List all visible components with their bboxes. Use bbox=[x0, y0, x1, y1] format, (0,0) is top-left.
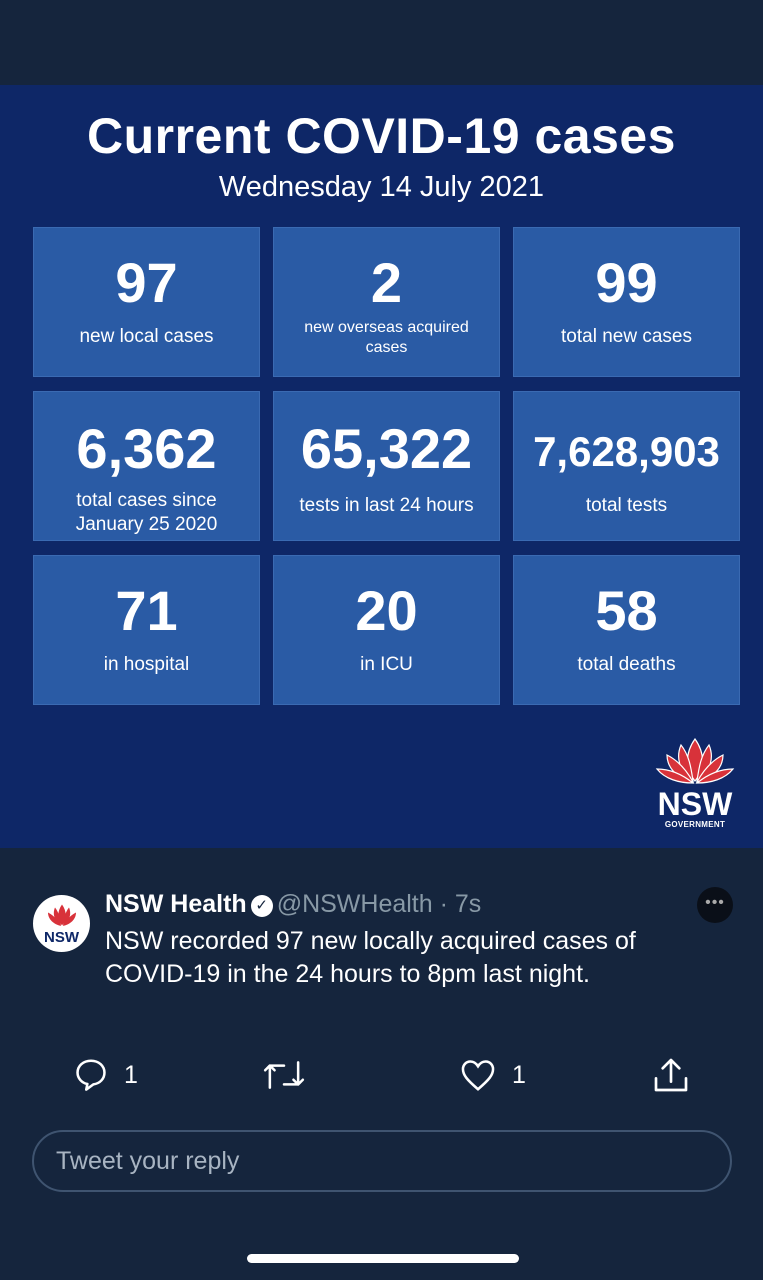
share-button[interactable] bbox=[651, 1055, 691, 1095]
nsw-government-logo: NSW GOVERNMENT bbox=[650, 735, 740, 829]
logo-subtext: GOVERNMENT bbox=[664, 820, 726, 829]
stat-value: 71 bbox=[115, 579, 178, 642]
stat-tile: 2 new overseas acquired cases bbox=[273, 227, 500, 377]
author-name[interactable]: NSW Health bbox=[105, 890, 247, 918]
avatar[interactable]: NSW bbox=[33, 895, 90, 952]
more-options-icon[interactable]: ••• bbox=[697, 887, 733, 923]
waratah-icon bbox=[48, 904, 76, 926]
stat-value: 7,628,903 bbox=[533, 428, 720, 475]
stat-tile: 7,628,903 total tests bbox=[513, 391, 740, 541]
stat-label: new overseas acquired cases bbox=[304, 319, 469, 356]
stat-label: in hospital bbox=[103, 654, 190, 675]
share-icon bbox=[654, 1058, 688, 1092]
media-title: Current COVID-19 cases bbox=[86, 108, 676, 164]
avatar-text: NSW bbox=[44, 929, 79, 946]
stat-tile: 6,362 total cases since January 25 2020 bbox=[33, 391, 260, 541]
retweet-button[interactable] bbox=[262, 1055, 306, 1095]
comment-icon bbox=[76, 1059, 106, 1091]
stat-tile: 99 total new cases bbox=[513, 227, 740, 377]
tweet-media-image[interactable]: Current COVID-19 cases Wednesday 14 July… bbox=[0, 85, 763, 848]
stat-tile: 58 total deaths bbox=[513, 555, 740, 705]
stat-tile: 71 in hospital bbox=[33, 555, 260, 705]
heart-icon bbox=[461, 1060, 495, 1091]
verified-icon: ✓ bbox=[250, 895, 273, 917]
stat-tile: 65,322 tests in last 24 hours bbox=[273, 391, 500, 541]
tweet-text: NSW recorded 97 new locally acquired cas… bbox=[105, 927, 636, 988]
stat-label: tests in last 24 hours bbox=[299, 495, 474, 516]
stat-value: 65,322 bbox=[300, 417, 473, 480]
logo-text: NSW bbox=[657, 786, 733, 822]
tweet-time: · 7s bbox=[439, 890, 482, 918]
home-indicator[interactable] bbox=[247, 1254, 519, 1263]
stat-label: total tests bbox=[585, 495, 668, 516]
author-handle[interactable]: @NSWHealth bbox=[276, 890, 433, 918]
stat-label: total cases since January 25 2020 bbox=[75, 490, 218, 535]
stat-label: in ICU bbox=[360, 654, 413, 675]
waratah-icon bbox=[655, 737, 735, 784]
stat-label: total deaths bbox=[577, 654, 676, 675]
retweet-icon bbox=[263, 1061, 305, 1089]
stat-value: 99 bbox=[595, 251, 658, 314]
stat-label: new local cases bbox=[79, 326, 214, 347]
stat-value: 97 bbox=[115, 251, 178, 314]
stat-tile: 97 new local cases bbox=[33, 227, 260, 377]
stat-tile: 20 in ICU bbox=[273, 555, 500, 705]
media-date: Wednesday 14 July 2021 bbox=[218, 171, 545, 203]
stat-value: 20 bbox=[355, 579, 418, 642]
like-count: 1 bbox=[512, 1060, 526, 1089]
stat-value: 58 bbox=[595, 579, 658, 642]
reply-count: 1 bbox=[124, 1060, 138, 1089]
stat-label: total new cases bbox=[561, 326, 692, 347]
like-button[interactable]: 1 bbox=[458, 1055, 526, 1095]
stat-value: 6,362 bbox=[76, 417, 217, 480]
reply-button[interactable]: 1 bbox=[72, 1055, 138, 1095]
tweet-header: NSW Health ✓ @NSWHealth · 7s bbox=[105, 890, 481, 919]
reply-input[interactable] bbox=[32, 1130, 732, 1192]
stat-value: 2 bbox=[370, 251, 403, 314]
